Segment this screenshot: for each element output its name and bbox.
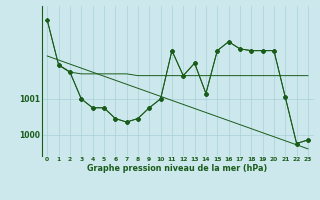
X-axis label: Graphe pression niveau de la mer (hPa): Graphe pression niveau de la mer (hPa) — [87, 164, 268, 173]
